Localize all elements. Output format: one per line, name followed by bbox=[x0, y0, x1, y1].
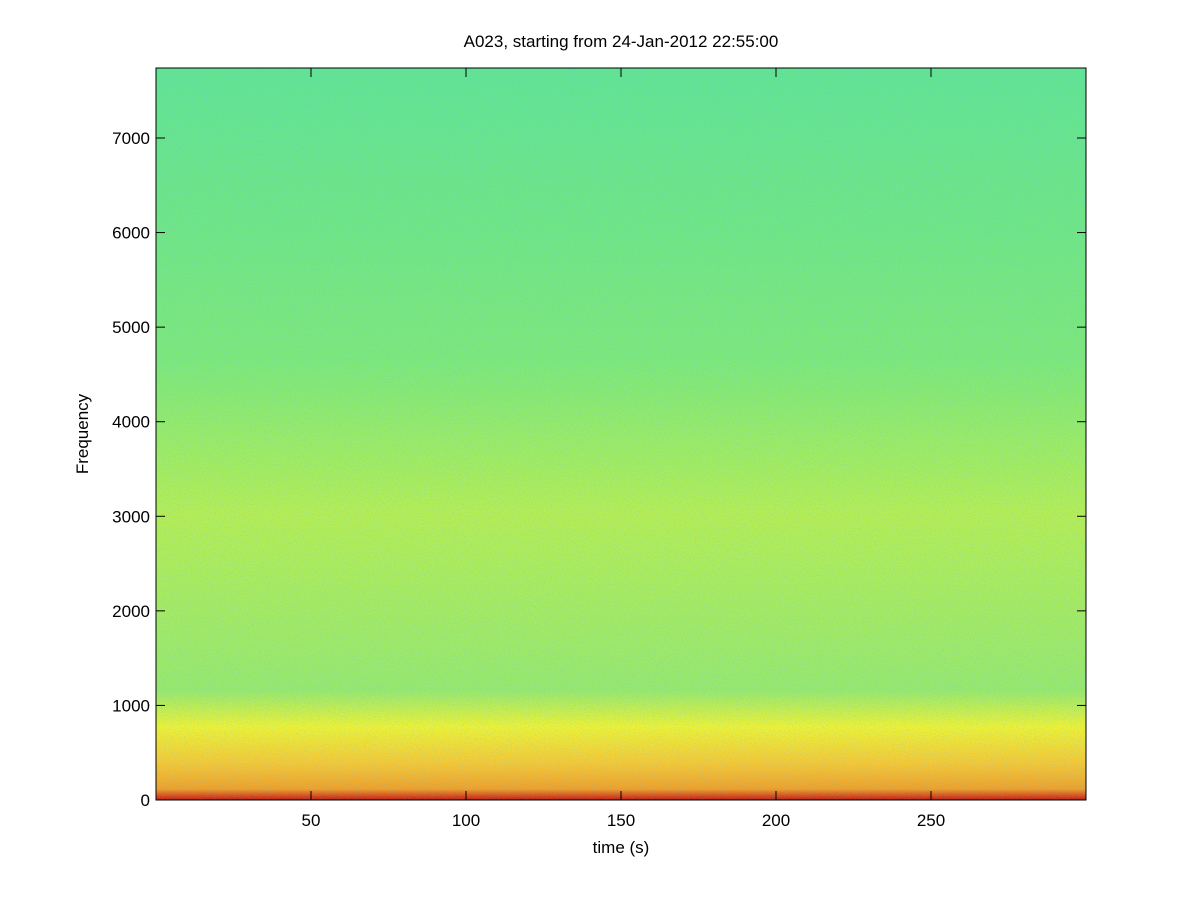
chart-title: A023, starting from 24-Jan-2012 22:55:00 bbox=[464, 32, 779, 51]
y-tick-label: 7000 bbox=[112, 129, 150, 148]
x-tick-label: 100 bbox=[452, 811, 480, 830]
y-tick-label: 0 bbox=[141, 791, 150, 810]
x-axis-label: time (s) bbox=[593, 838, 650, 857]
x-tick-label: 200 bbox=[762, 811, 790, 830]
y-tick-label: 1000 bbox=[112, 696, 150, 715]
spectrogram-texture bbox=[156, 68, 1086, 800]
x-tick-label: 150 bbox=[607, 811, 635, 830]
y-tick-label: 6000 bbox=[112, 224, 150, 243]
y-tick-label: 3000 bbox=[112, 507, 150, 526]
y-tick-label: 2000 bbox=[112, 602, 150, 621]
x-tick-label: 250 bbox=[917, 811, 945, 830]
y-tick-label: 5000 bbox=[112, 318, 150, 337]
x-tick-label: 50 bbox=[302, 811, 321, 830]
y-tick-label: 4000 bbox=[112, 413, 150, 432]
y-axis-label: Frequency bbox=[73, 393, 92, 474]
